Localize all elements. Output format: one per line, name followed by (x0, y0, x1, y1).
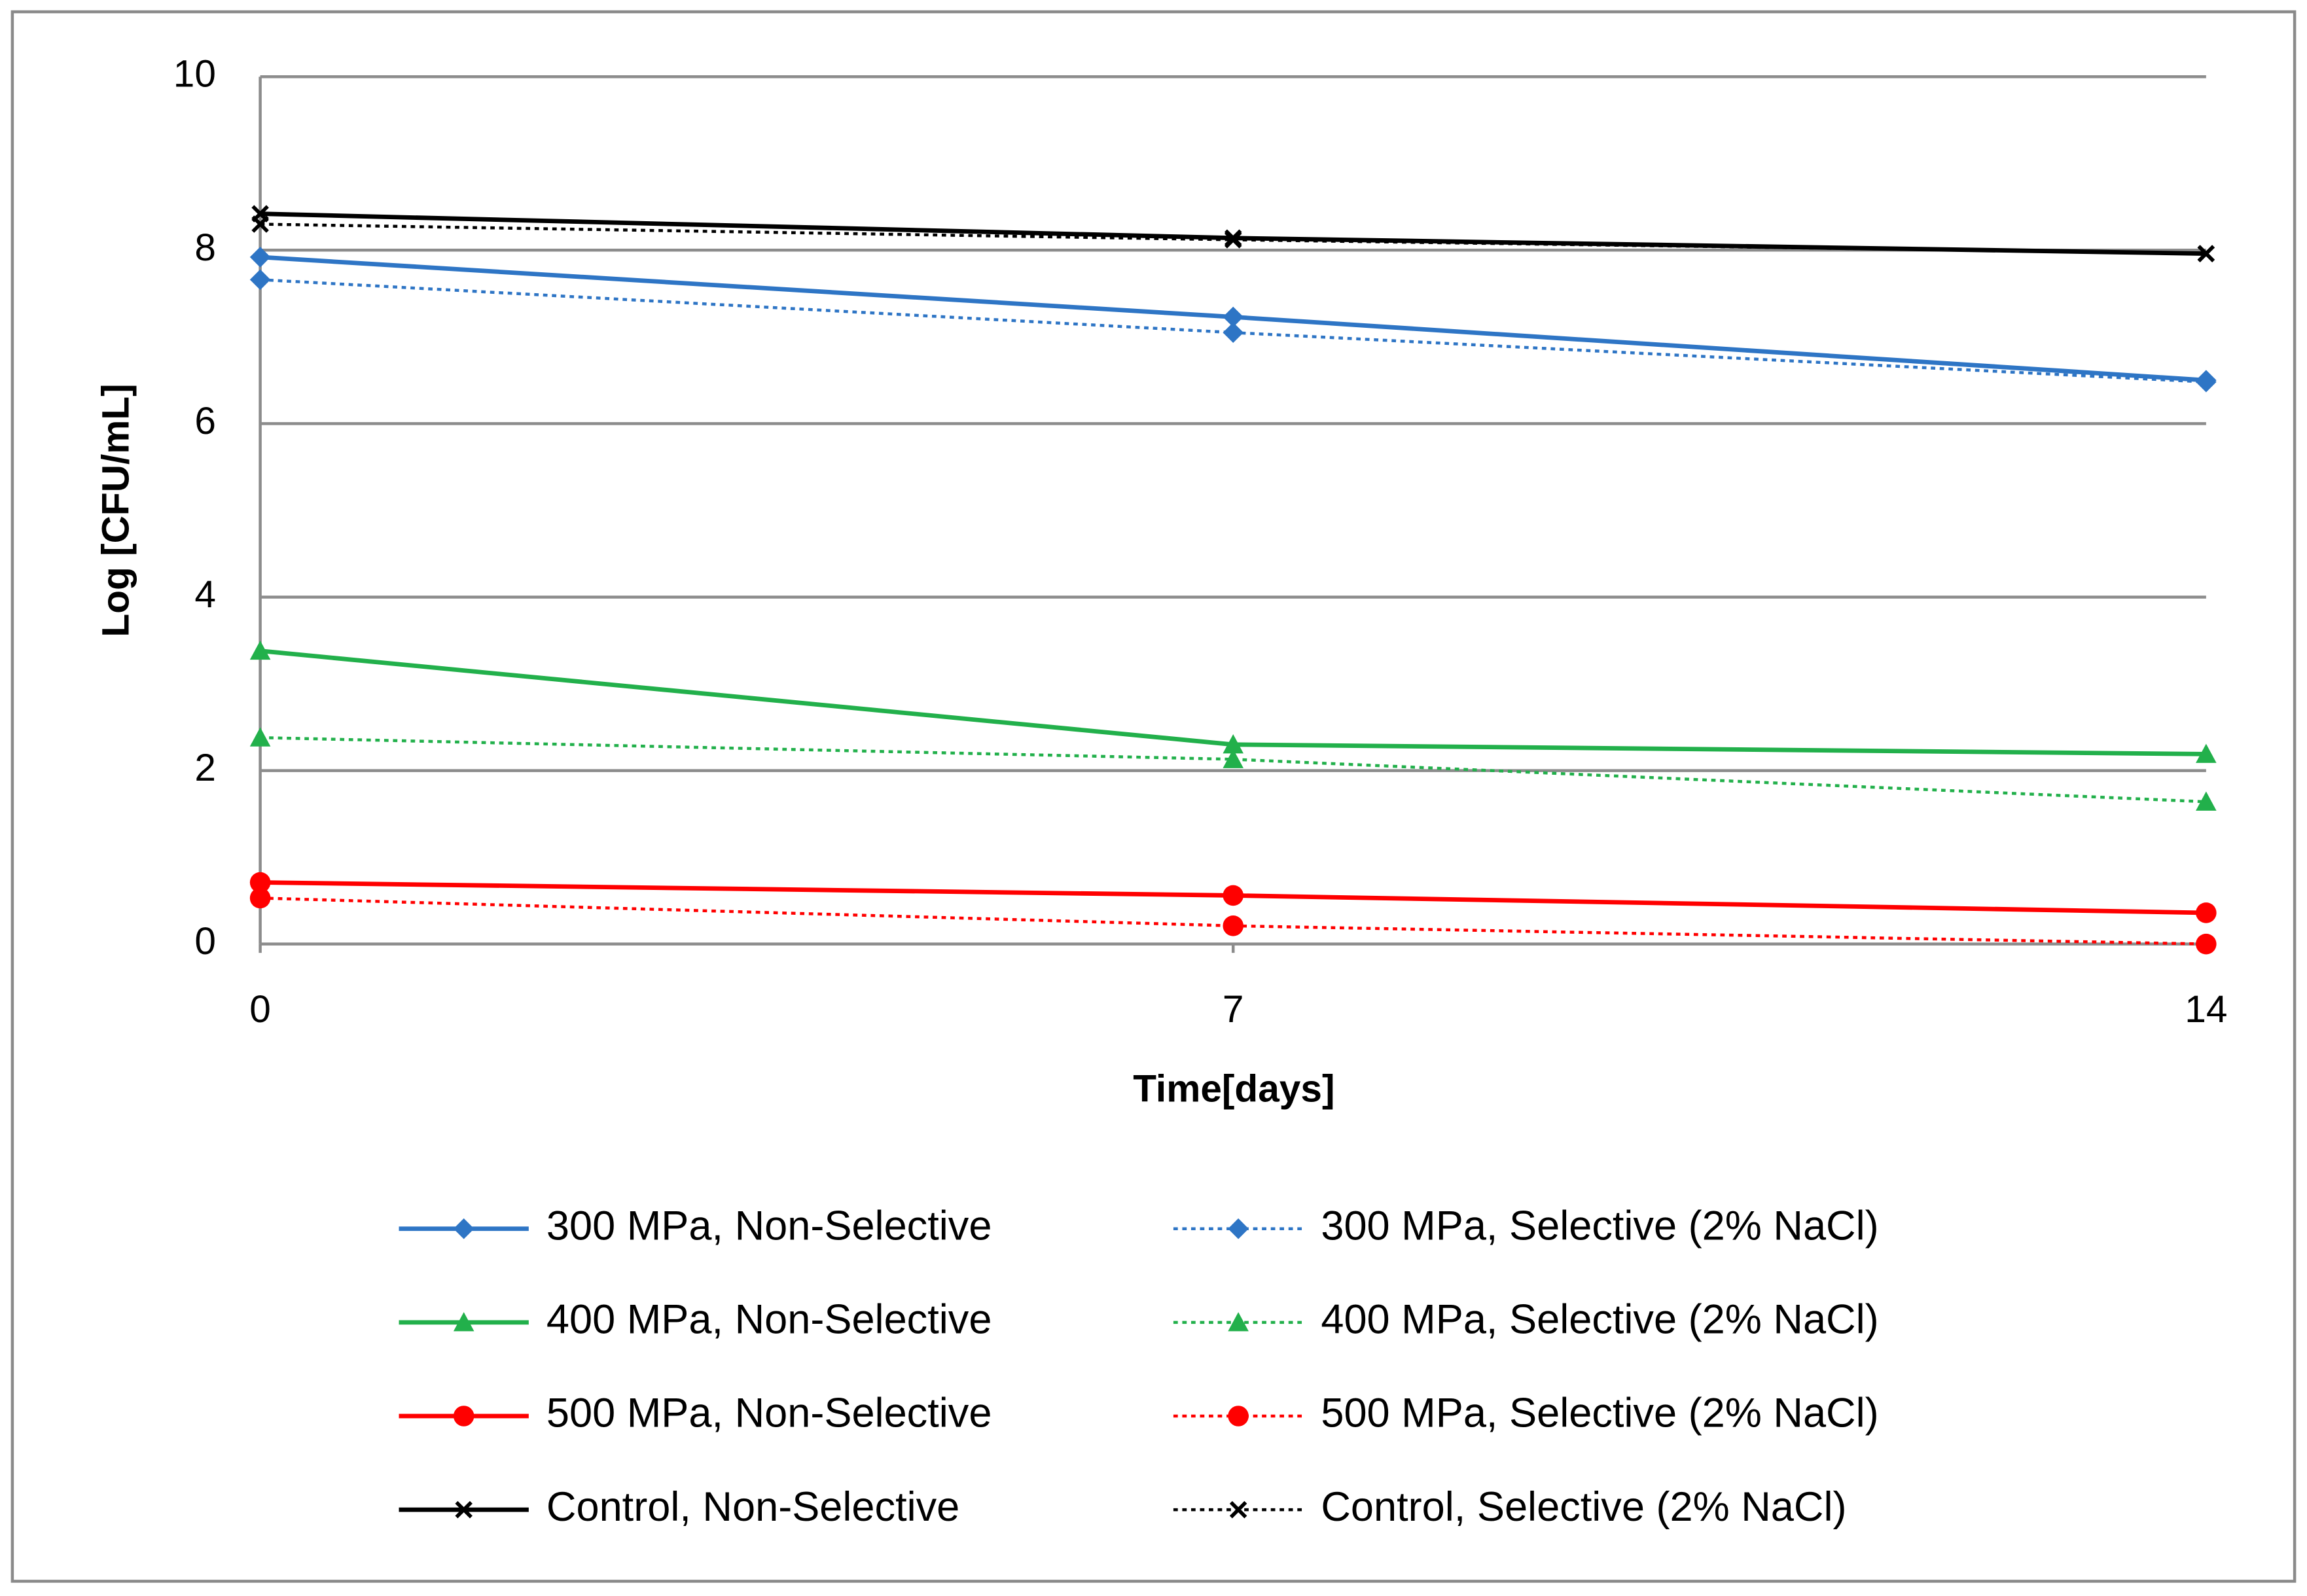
y-tick-label: 2 (194, 747, 216, 789)
marker (1223, 734, 1244, 754)
marker (453, 1406, 474, 1427)
series-line (260, 896, 2206, 946)
marker (2197, 245, 2215, 262)
x-tick-label: 0 (249, 988, 271, 1031)
marker (2196, 902, 2217, 923)
marker (2196, 933, 2217, 955)
marker (1229, 1500, 1247, 1519)
marker (249, 887, 271, 909)
legend-label: Control, Non-Selective (546, 1484, 959, 1530)
y-tick-label: 4 (194, 573, 216, 616)
marker (251, 215, 269, 233)
x-axis-title: Time[days] (1133, 1068, 1334, 1110)
marker (1223, 306, 1244, 328)
marker (1224, 231, 1242, 249)
chart-border (10, 10, 2297, 1583)
marker (453, 1218, 474, 1239)
marker (2196, 743, 2217, 763)
legend-label: 500 MPa, Selective (2% NaCl) (1321, 1391, 1878, 1436)
series-line (260, 736, 2206, 804)
legend-label: 400 MPa, Selective (2% NaCl) (1321, 1297, 1878, 1343)
y-tick-label: 0 (194, 920, 216, 963)
marker (249, 640, 271, 660)
legend-label: 300 MPa, Non-Selective (546, 1203, 992, 1249)
marker (455, 1500, 473, 1519)
y-axis-title: Log [CFU/mL] (95, 383, 137, 637)
y-tick-label: 10 (173, 53, 216, 96)
marker (1228, 1312, 1249, 1332)
marker (2196, 791, 2217, 811)
x-tick-label: 14 (2185, 988, 2227, 1031)
y-tick-label: 8 (194, 226, 216, 269)
marker (249, 872, 271, 893)
marker (453, 1312, 474, 1332)
y-tick-label: 6 (194, 400, 216, 442)
series-line (260, 222, 2206, 255)
legend-label: Control, Selective (2% NaCl) (1321, 1484, 1846, 1530)
marker (1223, 322, 1244, 344)
marker (249, 269, 271, 291)
legend-label: 500 MPa, Non-Selective (546, 1391, 992, 1436)
marker (1223, 749, 1244, 768)
x-tick-label: 7 (1223, 988, 1244, 1031)
marker (249, 247, 271, 268)
legend-label: 400 MPa, Non-Selective (546, 1297, 992, 1343)
marker (1223, 885, 1244, 906)
legend-label: 300 MPa, Selective (2% NaCl) (1321, 1203, 1878, 1249)
marker (249, 727, 271, 747)
marker (1223, 915, 1244, 936)
marker (2196, 371, 2217, 393)
marker (1228, 1406, 1249, 1427)
